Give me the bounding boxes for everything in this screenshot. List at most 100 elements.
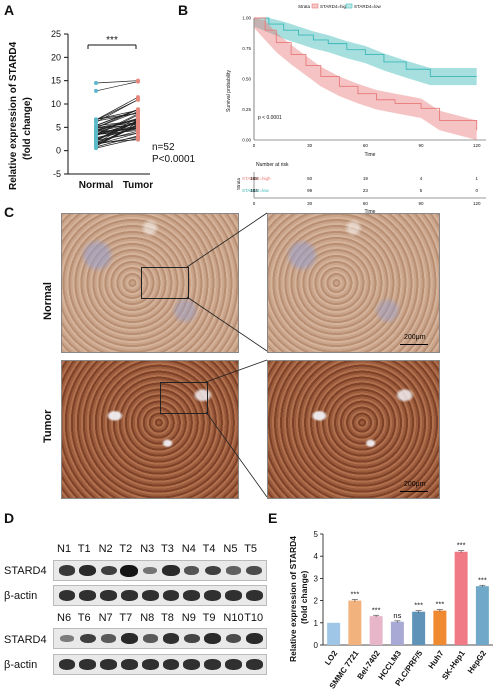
chart-bar	[454, 551, 468, 645]
paired-line	[95, 112, 139, 122]
tumor-dot	[136, 97, 140, 102]
blot-lane-label: N9	[181, 612, 196, 624]
blot-lane-label: T9	[202, 612, 216, 624]
paired-line	[95, 99, 139, 121]
risk-low-label: STARD4=low	[242, 188, 270, 193]
chart-bar	[327, 622, 341, 645]
blot-lane-label: N4	[181, 543, 196, 555]
blot-band	[204, 659, 221, 670]
normal-dot	[94, 81, 98, 85]
chart-significance: ***	[372, 605, 381, 614]
chart-category-label: HepG2	[466, 649, 488, 676]
paired-line	[95, 81, 139, 92]
blot-band	[141, 659, 159, 670]
panel-a-ytick-label: 0	[56, 146, 61, 156]
km-legend-title: Strata	[298, 4, 311, 9]
chart-ytick-label: 1	[314, 619, 319, 628]
risk-low-count: 99	[307, 188, 313, 193]
blot-lane-label: T6	[77, 612, 91, 624]
chart-significance: ***	[478, 575, 487, 584]
blot-band	[121, 590, 138, 601]
km-legend-low: STARD4=low	[354, 4, 382, 9]
risk-low-count: 23	[363, 188, 369, 193]
blot-lane-label: T10	[244, 612, 264, 624]
risk-title: Number at risk	[256, 162, 289, 168]
chart-ylabel-2: (fold change)	[299, 570, 309, 624]
km-legend-low-swatch	[345, 3, 353, 9]
blot-lane-label: N6	[57, 612, 72, 624]
blot-band	[162, 565, 180, 576]
chart-significance: ***	[435, 599, 444, 608]
blot-lane-label: N7	[98, 612, 113, 624]
blot-lane-label: T5	[244, 543, 258, 555]
chart-ytick-label: 3	[314, 574, 319, 583]
ihc-tumor-zoom-box	[160, 382, 208, 414]
risk-strata: Strata	[236, 177, 241, 190]
blot-band	[100, 565, 117, 576]
km-curve-high	[254, 17, 478, 131]
panel-a-ytick-label: 15	[51, 76, 61, 86]
risk-high-count: 50	[307, 176, 313, 181]
protein-label-actin-top: β-actin	[4, 590, 38, 602]
risk-high-count: 1	[475, 176, 478, 181]
normal-dot	[94, 88, 98, 93]
blot-band	[141, 590, 159, 601]
panel-a-significance: ***	[106, 35, 118, 46]
ihc-normal-zoom-box	[141, 267, 189, 299]
risk-xlabel: Time	[365, 209, 376, 215]
km-ytick: 0.00	[242, 138, 251, 143]
chart-ytick-label: 0	[314, 641, 319, 650]
risk-high-count: 19	[363, 176, 369, 181]
risk-low-count: 5	[420, 188, 423, 193]
panel-label-e: E	[268, 510, 278, 526]
blot-lane-label: T8	[161, 612, 174, 624]
protein-label-stard4-bottom: STARD4	[4, 634, 47, 646]
blot-band	[204, 565, 221, 576]
blot-band	[225, 590, 242, 601]
blot-band	[204, 633, 222, 644]
risk-xtick: 0	[253, 201, 256, 206]
km-ytick: 0.25	[242, 107, 251, 112]
km-curve-low	[254, 17, 477, 78]
normal-dot	[94, 142, 98, 147]
paired-line	[95, 109, 139, 128]
chart-significance: ***	[457, 541, 466, 550]
blot-band	[183, 590, 201, 601]
km-ylabel: Survival probability	[226, 70, 232, 112]
blot-band	[183, 633, 200, 644]
blot-band	[245, 659, 263, 670]
km-legend-high-swatch	[311, 3, 319, 9]
km-xtick: 0	[253, 143, 256, 148]
normal-dot	[94, 128, 98, 133]
ihc-tumor-scale-text: 200μm	[404, 481, 426, 488]
ihc-normal-zoom	[267, 213, 440, 353]
chart-ylabel-line2: (fold change)	[299, 570, 309, 624]
paired-line	[95, 109, 139, 120]
km-ytick: 0.75	[242, 46, 251, 51]
panel-e-bar-chart: Relative expression of STARD4 (fold chan…	[288, 530, 493, 691]
risk-xtick: 30	[307, 201, 313, 206]
protein-label-actin-bottom: β-actin	[4, 659, 38, 671]
tumor-dot	[136, 79, 140, 84]
chart-category-label: LO2	[323, 649, 340, 667]
paired-line	[95, 135, 139, 148]
panel-a-ytick-label: 10	[51, 99, 61, 109]
ihc-normal-scalebar	[400, 344, 428, 345]
chart-ytick-label: 5	[314, 530, 319, 539]
blot-lane-label: T4	[202, 543, 216, 555]
blot-band	[246, 565, 262, 576]
blot-band	[183, 659, 201, 670]
chart-ytick-label: 4	[314, 552, 319, 561]
km-legend-high: STARD4=high	[320, 4, 349, 9]
blot-band	[162, 590, 180, 601]
panel-label-a: A	[4, 2, 15, 18]
panel-a-ylabel: Relative expression of STARD4	[8, 41, 19, 190]
paired-line	[95, 96, 139, 121]
blot-band	[245, 633, 263, 644]
blot-band	[120, 564, 139, 577]
ihc-row-label-normal: Normal	[42, 282, 54, 320]
tumor-dot	[136, 120, 140, 125]
blot-band	[162, 659, 180, 670]
panel-a-p: P<0.0001	[152, 154, 196, 165]
panel-a-ylabel-2: (fold change)	[22, 97, 33, 160]
